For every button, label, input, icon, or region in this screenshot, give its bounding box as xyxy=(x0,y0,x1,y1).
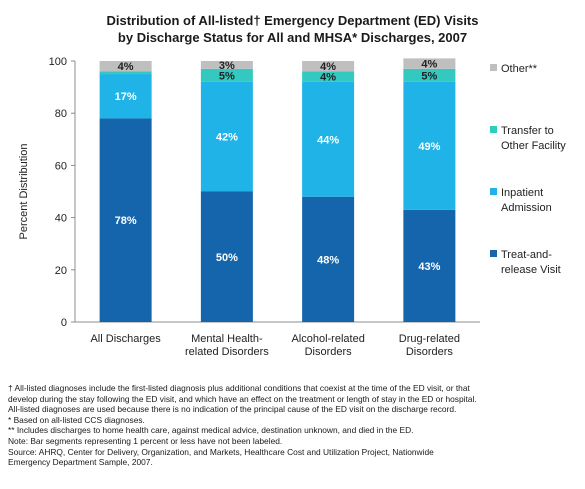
data-label: 3% xyxy=(219,60,235,72)
legend-label: Transfer to xyxy=(501,125,554,137)
chart-title: Distribution of All-listed† Emergency De… xyxy=(0,12,585,46)
bar-segment xyxy=(403,209,456,322)
bar-segment xyxy=(403,58,456,69)
bar-segment xyxy=(99,74,152,119)
x-tick-label: Drug-related xyxy=(399,333,460,345)
chart-title-line-2: by Discharge Status for All and MHSA* Di… xyxy=(117,30,468,45)
footnote-line: Emergency Department Sample, 2007. xyxy=(8,457,153,468)
data-label: 4% xyxy=(320,61,336,73)
bar-segment xyxy=(99,118,152,322)
data-label: 17% xyxy=(115,91,137,103)
data-label: 5% xyxy=(421,70,437,82)
footnote-line: Note: Bar segments representing 1 percen… xyxy=(8,435,283,446)
bar-segment xyxy=(99,61,152,72)
footnote-line: develop during the stay following the ED… xyxy=(8,393,477,404)
bar-segment xyxy=(200,68,253,82)
data-label: 4% xyxy=(118,61,134,73)
legend-label: Admission xyxy=(501,202,552,214)
legend-label: Inpatient xyxy=(501,187,543,199)
bar-segment xyxy=(302,81,355,197)
bar-segment xyxy=(302,71,355,82)
footnote-line: Source: AHRQ, Center for Delivery, Organ… xyxy=(8,446,434,457)
bar-segment xyxy=(200,61,253,69)
y-tick-label: 60 xyxy=(55,160,67,172)
x-tick-label: Mental Health- xyxy=(191,333,263,345)
stacked-bar-chart: 0 20 40 60 80 100 Percent Distribution 78% 17% 4%… xyxy=(18,56,566,358)
legend-swatch xyxy=(490,126,497,133)
footnote-line: † All-listed diagnoses include the first… xyxy=(8,383,470,393)
data-label: 44% xyxy=(317,134,339,146)
legend-label: release Visit xyxy=(501,264,561,276)
legend-label: Other Facility xyxy=(501,140,566,152)
bar-segment xyxy=(403,81,456,210)
chart-title-line-1: Distribution of All-listed† Emergency De… xyxy=(106,13,479,28)
footnote-line: All-listed diagnoses are used because th… xyxy=(8,404,457,415)
x-tick-label: All Discharges xyxy=(90,333,161,345)
data-label: 4% xyxy=(421,59,437,71)
legend-swatch xyxy=(490,250,497,257)
footnote-line: * Based on all-listed CCS diagnoses. xyxy=(8,414,145,425)
data-label: 49% xyxy=(418,141,440,153)
data-label: 50% xyxy=(216,252,238,264)
x-tick-label: Alcohol-related xyxy=(291,333,364,345)
data-label: 43% xyxy=(418,261,440,273)
data-label: 4% xyxy=(320,72,336,84)
y-tick-label: 100 xyxy=(49,56,67,68)
legend-swatch xyxy=(490,188,497,195)
data-label: 42% xyxy=(216,132,238,144)
x-tick-label: related Disorders xyxy=(185,346,269,358)
legend-swatch xyxy=(490,64,497,71)
x-tick-label: Disorders xyxy=(305,346,353,358)
footnote-line: ** Includes discharges to home health ca… xyxy=(8,425,414,436)
bar-segment xyxy=(200,81,253,192)
legend-label: Other** xyxy=(501,63,538,75)
y-tick-label: 0 xyxy=(61,317,67,329)
x-tick-label: Disorders xyxy=(406,346,454,358)
y-tick-label: 80 xyxy=(55,108,67,120)
bar-segment xyxy=(302,196,355,322)
y-tick-label: 40 xyxy=(55,213,67,225)
bar-segment xyxy=(200,191,253,322)
data-label: 48% xyxy=(317,254,339,266)
data-label: 78% xyxy=(115,215,137,227)
bar-segment xyxy=(403,68,456,82)
footnotes: † All-listed diagnoses include the first… xyxy=(8,383,580,468)
y-axis-label: Percent Distribution xyxy=(18,144,30,240)
legend-label: Treat-and- xyxy=(501,249,552,261)
bar-segment xyxy=(302,61,355,72)
bar-segment xyxy=(99,71,152,75)
y-tick-label: 20 xyxy=(55,265,67,277)
data-label: 5% xyxy=(219,70,235,82)
